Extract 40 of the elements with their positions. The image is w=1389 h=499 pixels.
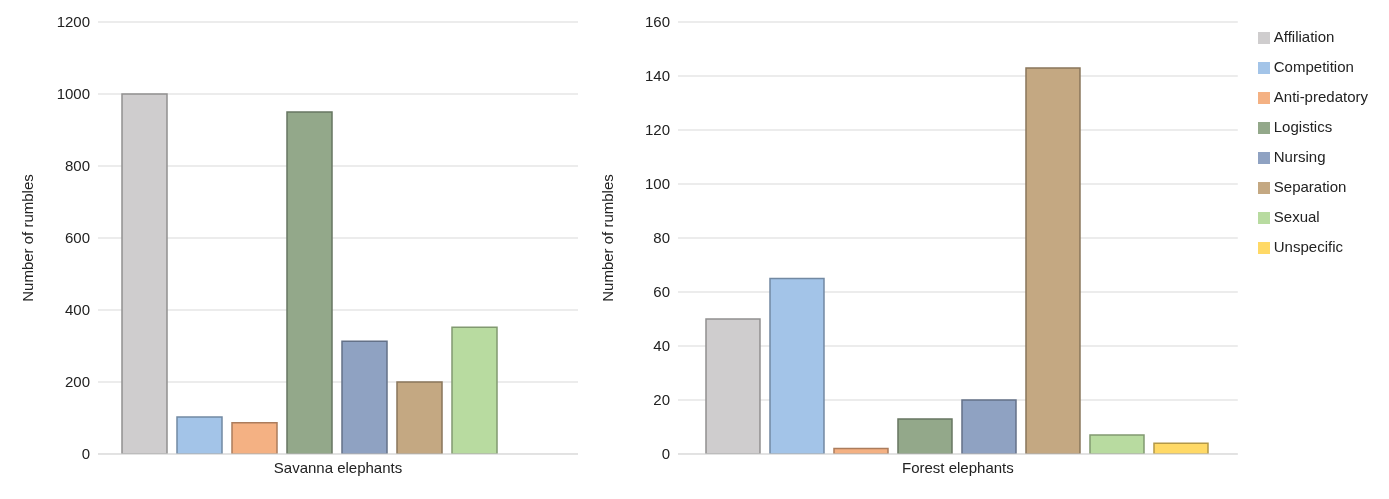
y-tick-label: 40 [653, 337, 670, 355]
x-tick-label: Forest elephants [902, 458, 1014, 476]
bar [396, 381, 443, 454]
y-tick-label: 1000 [56, 85, 90, 103]
bar [341, 340, 388, 454]
x-tick-label: Savanna elephants [273, 458, 403, 476]
y-tick-label: 160 [644, 13, 670, 31]
y-tick-label: 600 [64, 229, 90, 247]
bar [231, 421, 278, 454]
legend-label: Affiliation [1273, 28, 1335, 45]
bar [451, 326, 498, 454]
bar [1025, 67, 1081, 454]
y-axis-title: Number of rumbles [19, 174, 37, 302]
legend-label: Competition [1273, 58, 1354, 75]
y-tick-label: 80 [653, 229, 670, 247]
y-tick-label: 800 [64, 157, 90, 175]
y-tick-label: 200 [64, 373, 90, 391]
y-tick-label: 100 [644, 175, 670, 193]
legend-label: Nursing [1273, 148, 1326, 165]
y-tick-label: 0 [661, 445, 670, 463]
y-tick-label: 400 [64, 301, 90, 319]
bar [286, 111, 333, 454]
y-tick-label: 1200 [56, 13, 90, 31]
y-tick-label: 140 [644, 67, 670, 85]
legend-label: Anti-predatory [1273, 88, 1368, 105]
bar [1089, 434, 1145, 454]
bar [769, 277, 825, 454]
y-axis-title: Number of rumbles [599, 174, 617, 302]
bar [1153, 442, 1209, 454]
y-tick-label: 120 [644, 121, 670, 139]
bar [897, 418, 953, 454]
y-tick-label: 60 [653, 283, 670, 301]
y-tick-label: 20 [653, 391, 670, 409]
bar [176, 416, 223, 454]
legend-label: Logistics [1273, 118, 1333, 135]
legend-label: Sexual [1273, 208, 1320, 225]
y-tick-label: 0 [81, 445, 90, 463]
legend-label: Separation [1273, 178, 1347, 195]
legend-label: Unspecific [1273, 238, 1343, 255]
bar [961, 399, 1017, 454]
